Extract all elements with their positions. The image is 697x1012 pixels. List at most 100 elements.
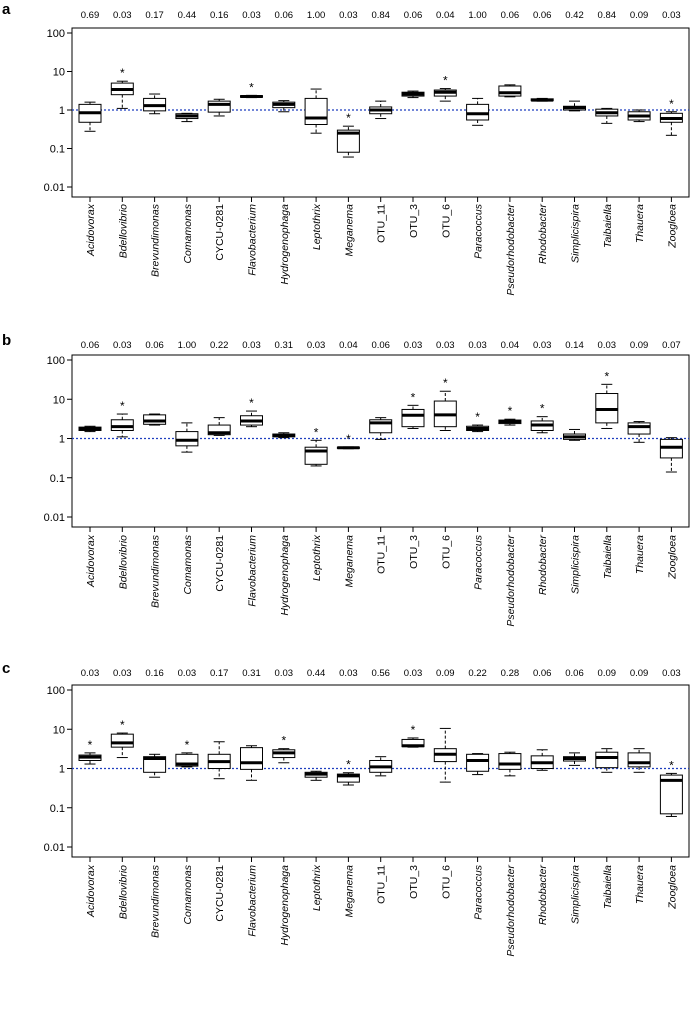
significance-star: *: [346, 111, 351, 125]
category-label: Leptothrix: [311, 203, 323, 250]
category-label: Comamonas: [182, 534, 194, 594]
category-label: Rhodobacter: [537, 864, 549, 925]
y-tick-label: 1: [59, 105, 65, 117]
category-label: Comamonas: [182, 864, 194, 924]
category-label: CYCU-0281: [214, 865, 226, 922]
category-label: CYCU-0281: [214, 535, 226, 592]
box: [401, 408, 425, 428]
category-label: Zoogloea: [666, 535, 678, 580]
box: [498, 753, 522, 770]
category-label: Pseudorhodobacter: [505, 535, 517, 627]
p-value-label: 1.00: [468, 10, 487, 21]
p-value-label: 0.09: [630, 340, 649, 351]
p-value-label: 0.07: [662, 340, 681, 351]
y-tick-label: 10: [53, 394, 65, 406]
box: [627, 422, 651, 435]
category-label: OTU_6: [440, 535, 452, 569]
box: [175, 431, 199, 447]
significance-star: *: [314, 425, 319, 439]
category-label: Flavobacterium: [247, 535, 259, 607]
significance-star: *: [346, 432, 351, 446]
category-label: Zoogloea: [666, 204, 678, 249]
category-label: Flavobacterium: [247, 865, 259, 937]
chart-panel-b: b 0.01 0.1 1 10 100 0.06 Acidovorax 0.03 Bdellovi…: [2, 332, 690, 627]
significance-star: *: [120, 399, 125, 413]
p-value-label: 0.42: [565, 10, 584, 21]
category-label: Thauera: [634, 535, 646, 574]
p-value-label: 0.03: [81, 668, 100, 679]
p-value-label: 0.06: [533, 668, 552, 679]
category-label: OTU_3: [408, 204, 420, 238]
category-label: Bdellovibrio: [117, 535, 129, 589]
category-label: Meganema: [343, 535, 355, 588]
p-value-label: 0.06: [371, 340, 390, 351]
significance-star: *: [120, 66, 125, 80]
category-label: Meganema: [343, 865, 355, 918]
category-label: Brevundimonas: [150, 864, 162, 938]
box: [498, 85, 522, 97]
p-value-label: 0.09: [598, 668, 617, 679]
y-tick-label: 0.1: [50, 803, 65, 815]
category-label: OTU_3: [408, 535, 420, 569]
box: [240, 747, 263, 770]
category-label: Pseudorhodobacter: [505, 865, 517, 957]
p-value-label: 0.31: [275, 340, 294, 351]
chart-panel-c: c 0.01 0.1 1 10 100 0.03 Acidovorax * 0.03 Bdellov…: [2, 660, 690, 957]
box: [466, 753, 490, 772]
p-value-label: 0.16: [210, 10, 229, 21]
y-tick-label: 10: [53, 724, 65, 736]
p-value-label: 0.04: [436, 10, 455, 21]
category-label: OTU_3: [408, 865, 420, 899]
p-value-label: 0.16: [145, 668, 164, 679]
category-label: Taibaiella: [602, 204, 614, 248]
y-tick-label: 100: [47, 28, 65, 40]
p-value-label: 0.03: [468, 340, 487, 351]
category-label: Thauera: [634, 865, 646, 904]
p-value-label: 0.17: [145, 10, 164, 21]
category-label: Meganema: [343, 204, 355, 257]
p-value-label: 0.03: [662, 10, 681, 21]
category-label: Flavobacterium: [247, 204, 259, 276]
significance-star: *: [281, 734, 286, 748]
category-label: Comamonas: [182, 203, 194, 263]
significance-star: *: [508, 404, 513, 418]
p-value-label: 0.31: [242, 668, 261, 679]
significance-star: *: [443, 376, 448, 390]
category-label: Hydrogenophaga: [279, 535, 291, 616]
category-label: Taibaiella: [602, 865, 614, 909]
panel-letter: a: [2, 1, 11, 18]
significance-star: *: [346, 758, 351, 772]
significance-star: *: [185, 738, 190, 752]
significance-star: *: [120, 718, 125, 732]
p-value-label: 0.06: [81, 340, 100, 351]
category-label: Simplicispira: [570, 535, 582, 594]
p-value-label: 0.03: [113, 668, 132, 679]
box: [207, 424, 231, 436]
box: [595, 751, 619, 769]
p-value-label: 0.03: [662, 668, 681, 679]
y-tick-label: 1: [59, 434, 65, 446]
category-label: Taibaiella: [602, 535, 614, 579]
category-label: Thauera: [634, 204, 646, 243]
p-value-label: 0.06: [501, 10, 520, 21]
p-value-label: 0.28: [501, 668, 520, 679]
p-value-label: 0.09: [630, 10, 649, 21]
p-value-label: 1.00: [178, 340, 197, 351]
p-value-label: 0.06: [145, 340, 164, 351]
category-label: Bdellovibrio: [117, 865, 129, 919]
plot-frame: [71, 354, 690, 528]
significance-star: *: [669, 97, 674, 111]
box: [336, 129, 360, 153]
y-tick-label: 0.1: [50, 144, 65, 156]
p-value-label: 1.00: [307, 10, 326, 21]
category-label: Simplicispira: [570, 204, 582, 263]
category-label: Acidovorax: [85, 864, 97, 918]
category-label: OTU_6: [440, 865, 452, 899]
category-label: Paracoccus: [473, 203, 485, 259]
category-label: Bdellovibrio: [117, 204, 129, 258]
box: [659, 774, 683, 815]
category-label: Leptothrix: [311, 534, 323, 581]
p-value-label: 0.03: [242, 10, 261, 21]
box: [207, 100, 231, 113]
p-value-label: 0.84: [371, 10, 390, 21]
